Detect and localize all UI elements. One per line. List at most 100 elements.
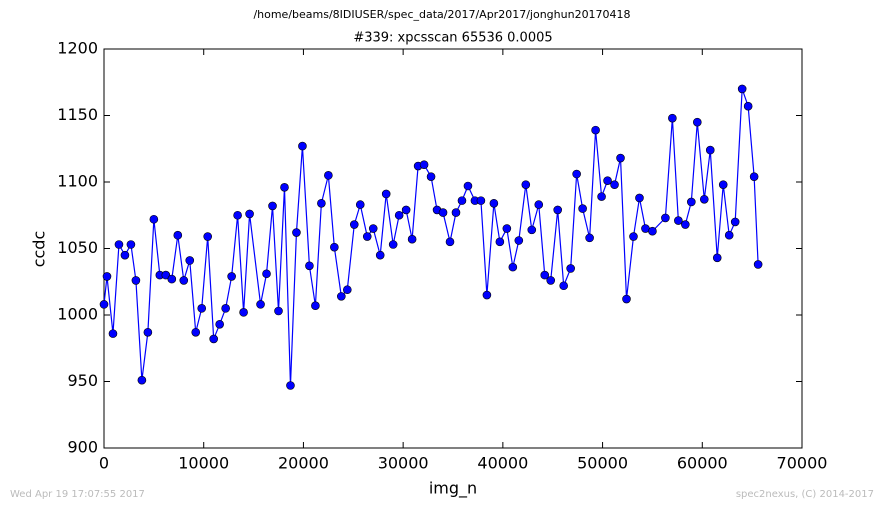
data-point [463,181,473,191]
data-point [737,84,747,94]
x-tick-label: 60000 [677,454,728,473]
x-tick-label: 40000 [477,454,528,473]
data-point [521,180,531,189]
data-point [191,327,201,337]
data-point [311,301,320,310]
data-point [137,375,147,385]
data-point [578,204,587,213]
data-point [597,192,606,201]
data-point [298,141,307,151]
data-point [292,228,301,237]
data-point [476,196,486,205]
data-point [388,240,398,249]
data-point [324,171,333,180]
data-point [482,290,492,300]
data-point [215,320,224,329]
data-point [375,250,385,260]
data-point [221,304,230,313]
data-point [227,272,236,281]
x-tick-label: 20000 [278,454,329,473]
y-tick-label: 1000 [57,305,98,324]
data-point [233,210,242,220]
data-point [239,308,248,317]
data-point [712,253,722,263]
data-point [705,145,715,155]
data-point [648,226,657,236]
data-point [546,276,556,285]
data-point [730,217,740,227]
y-tick-label: 1050 [57,238,98,257]
data-point [445,237,455,247]
data-point [635,193,644,203]
x-tick-label: 50000 [577,454,628,473]
data-point [197,304,207,313]
y-tick-label: 1150 [57,105,98,124]
data-point [591,125,600,135]
data-point [610,180,619,189]
data-point [280,183,289,192]
data-point [668,113,677,123]
data-point [674,216,683,225]
data-point [185,256,195,265]
data-point [99,300,109,309]
data-point [603,176,612,185]
data-point [559,281,568,291]
chart-title: #339: xpcsscan 65536 0.0005 [353,31,552,46]
y-axis-label: ccdc [30,231,49,268]
y-tick-label: 900 [67,438,98,457]
y-tick-label: 950 [67,371,98,390]
data-point [699,194,709,204]
data-point [167,274,177,284]
data-point [131,276,141,285]
data-point [553,205,563,215]
data-point [362,232,372,241]
data-point [245,209,254,219]
data-point [687,197,696,207]
data-point [572,169,581,179]
data-point [495,237,505,247]
data-point [256,300,265,309]
data-point [305,261,314,271]
data-point [330,242,339,252]
data-point [718,180,728,189]
data-point [262,269,271,279]
data-point [394,210,404,220]
data-point [534,200,544,209]
data-point [457,196,467,205]
data-point [203,232,213,241]
data-point [286,381,295,390]
footer-right: spec2nexus, (C) 2014-2017 [736,489,874,500]
data-point [616,153,625,163]
data-point [102,272,112,281]
data-point [368,224,378,233]
data-point [355,200,365,209]
x-tick-label: 70000 [777,454,828,473]
data-point [438,208,448,217]
data-point [749,172,759,181]
data-point [743,101,753,111]
data-point [566,264,575,273]
data-point [502,224,512,233]
data-point [508,262,518,272]
data-point [161,270,171,280]
data-point [317,198,326,208]
data-point [381,189,391,199]
data-point [209,334,218,344]
data-point [337,292,346,301]
data-point [692,117,702,127]
data-point [401,205,411,215]
y-tick-label: 1200 [57,39,98,58]
data-point [585,233,594,243]
data-point [489,198,499,208]
data-point [540,270,550,280]
x-axis-label: img_n [429,479,477,499]
data-point [407,234,417,244]
data-point [419,160,429,170]
data-point [143,327,153,337]
data-point [268,201,277,211]
data-point [126,240,136,249]
data-point [114,240,124,249]
data-point [629,232,638,241]
